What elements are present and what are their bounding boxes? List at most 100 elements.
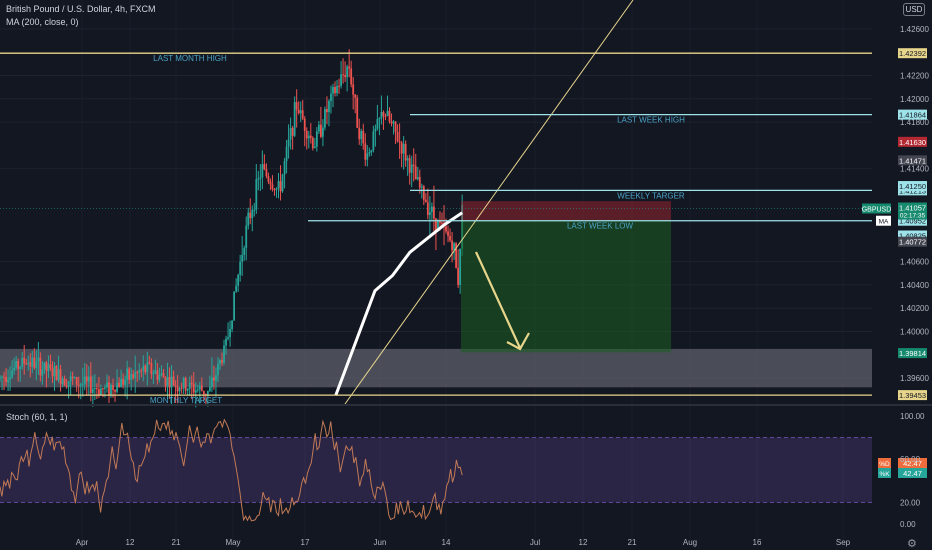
candle-body (279, 181, 282, 192)
ma-indicator-label[interactable]: MA (200, close, 0) (6, 17, 79, 27)
candle-body (114, 389, 116, 392)
candle-body (148, 362, 151, 364)
candle-body (455, 243, 458, 268)
candle-body (374, 128, 377, 132)
candle-body (414, 166, 417, 180)
level-price-tag-text: 1.41864 (899, 111, 926, 120)
candle-body (303, 118, 306, 131)
candle-body (136, 372, 139, 374)
trend-line[interactable] (344, 0, 634, 405)
level-lines[interactable]: LAST MONTH HIGH LAST WEEK HIGH WEEKLY TARG… (0, 52, 872, 405)
candle-body (251, 209, 254, 219)
candle-body (283, 161, 286, 175)
candle-body (59, 369, 62, 384)
candle-body (190, 382, 193, 384)
time-tick-label: 12 (579, 538, 588, 547)
down-arrow-annotation[interactable] (475, 251, 530, 351)
candle-body (253, 209, 256, 211)
candle-body (449, 235, 451, 241)
candle-body (358, 127, 361, 140)
candle-body (420, 186, 423, 188)
candle-body (231, 320, 233, 329)
price-tick-label: 1.41800 (900, 118, 929, 127)
candle-body (61, 378, 64, 384)
time-tick-label: 14 (442, 538, 451, 547)
symbol-tag-text: GBPUSD (862, 207, 892, 214)
candle-body (206, 390, 209, 395)
candle-body (25, 363, 28, 365)
price-axis-labels: 1.42600 1.42200 1.42000 1.41800 1.41400 1.406… (900, 25, 929, 383)
candle-body (372, 131, 375, 151)
candle-body (79, 384, 82, 386)
candle-body (285, 146, 288, 162)
candle-body (433, 206, 435, 219)
candle-body (41, 369, 44, 376)
stoch-tick-label: 60.00 (900, 455, 921, 464)
candle-body (188, 382, 191, 389)
level-price-tag (898, 48, 927, 59)
candle-body (305, 130, 308, 139)
candle-body (265, 169, 268, 177)
gear-icon[interactable]: ⚙ (907, 538, 917, 550)
stoch-value-tag (898, 458, 927, 468)
candle-body (412, 164, 415, 167)
stop-loss-area (461, 201, 671, 221)
time-tick-label: Jul (530, 538, 540, 547)
candle-body (239, 261, 242, 275)
candle-body (328, 101, 330, 113)
candle-body (334, 86, 336, 94)
candle-body (3, 376, 5, 378)
candle-body (297, 109, 300, 114)
stoch-axis-labels: 100.00 60.00 20.00 0.00 (900, 412, 925, 529)
candle-body (51, 367, 54, 377)
candle-body (317, 124, 320, 132)
candle-body (378, 118, 381, 120)
candle-body (241, 254, 244, 262)
candle-body (89, 376, 92, 393)
candle-body (267, 176, 270, 182)
candle-body (85, 376, 88, 382)
candle-body (408, 158, 411, 173)
candle-body (53, 366, 56, 377)
candle-body (457, 267, 460, 285)
candles (0, 49, 464, 408)
candle-body (229, 328, 231, 338)
stoch-series-label: %D (879, 461, 890, 468)
candle-body (132, 374, 135, 379)
candle-body (237, 274, 240, 286)
level-label: LAST MONTH HIGH (153, 54, 227, 63)
stoch-indicator-label[interactable]: Stoch (60, 1, 1) (6, 412, 68, 422)
candle-body (180, 387, 183, 389)
level-label: MONTHLY TARGET (150, 396, 222, 405)
candle-body (93, 388, 96, 390)
moving-average-line (334, 211, 463, 396)
candle-body (27, 362, 30, 364)
candle-body (71, 376, 74, 379)
currency-button[interactable]: USD (903, 3, 925, 16)
candle-body (37, 357, 40, 362)
candle-body (344, 75, 347, 78)
candle-body (352, 84, 355, 95)
candle-body (45, 362, 48, 371)
candle-body (122, 378, 125, 385)
candle-body (0, 376, 1, 378)
candle-body (142, 365, 145, 371)
price-tag-text: 1.41471 (899, 156, 926, 165)
candle-body (309, 135, 312, 138)
candle-body (354, 94, 357, 98)
candle-body (342, 74, 344, 76)
candle-body (128, 368, 131, 380)
price-axis[interactable] (872, 0, 932, 404)
candle-body (219, 359, 221, 364)
candle-body (116, 382, 118, 392)
stoch-value-text: 42.47 (903, 459, 922, 468)
candle-body (350, 68, 353, 85)
time-tick-label: 16 (753, 538, 762, 547)
candle-body (390, 121, 393, 124)
candle-body (215, 375, 217, 381)
time-tick-label: 12 (126, 538, 135, 547)
time-tick-label: Sep (836, 538, 851, 547)
time-tick-label: 21 (628, 538, 637, 547)
candle-body (277, 181, 280, 189)
